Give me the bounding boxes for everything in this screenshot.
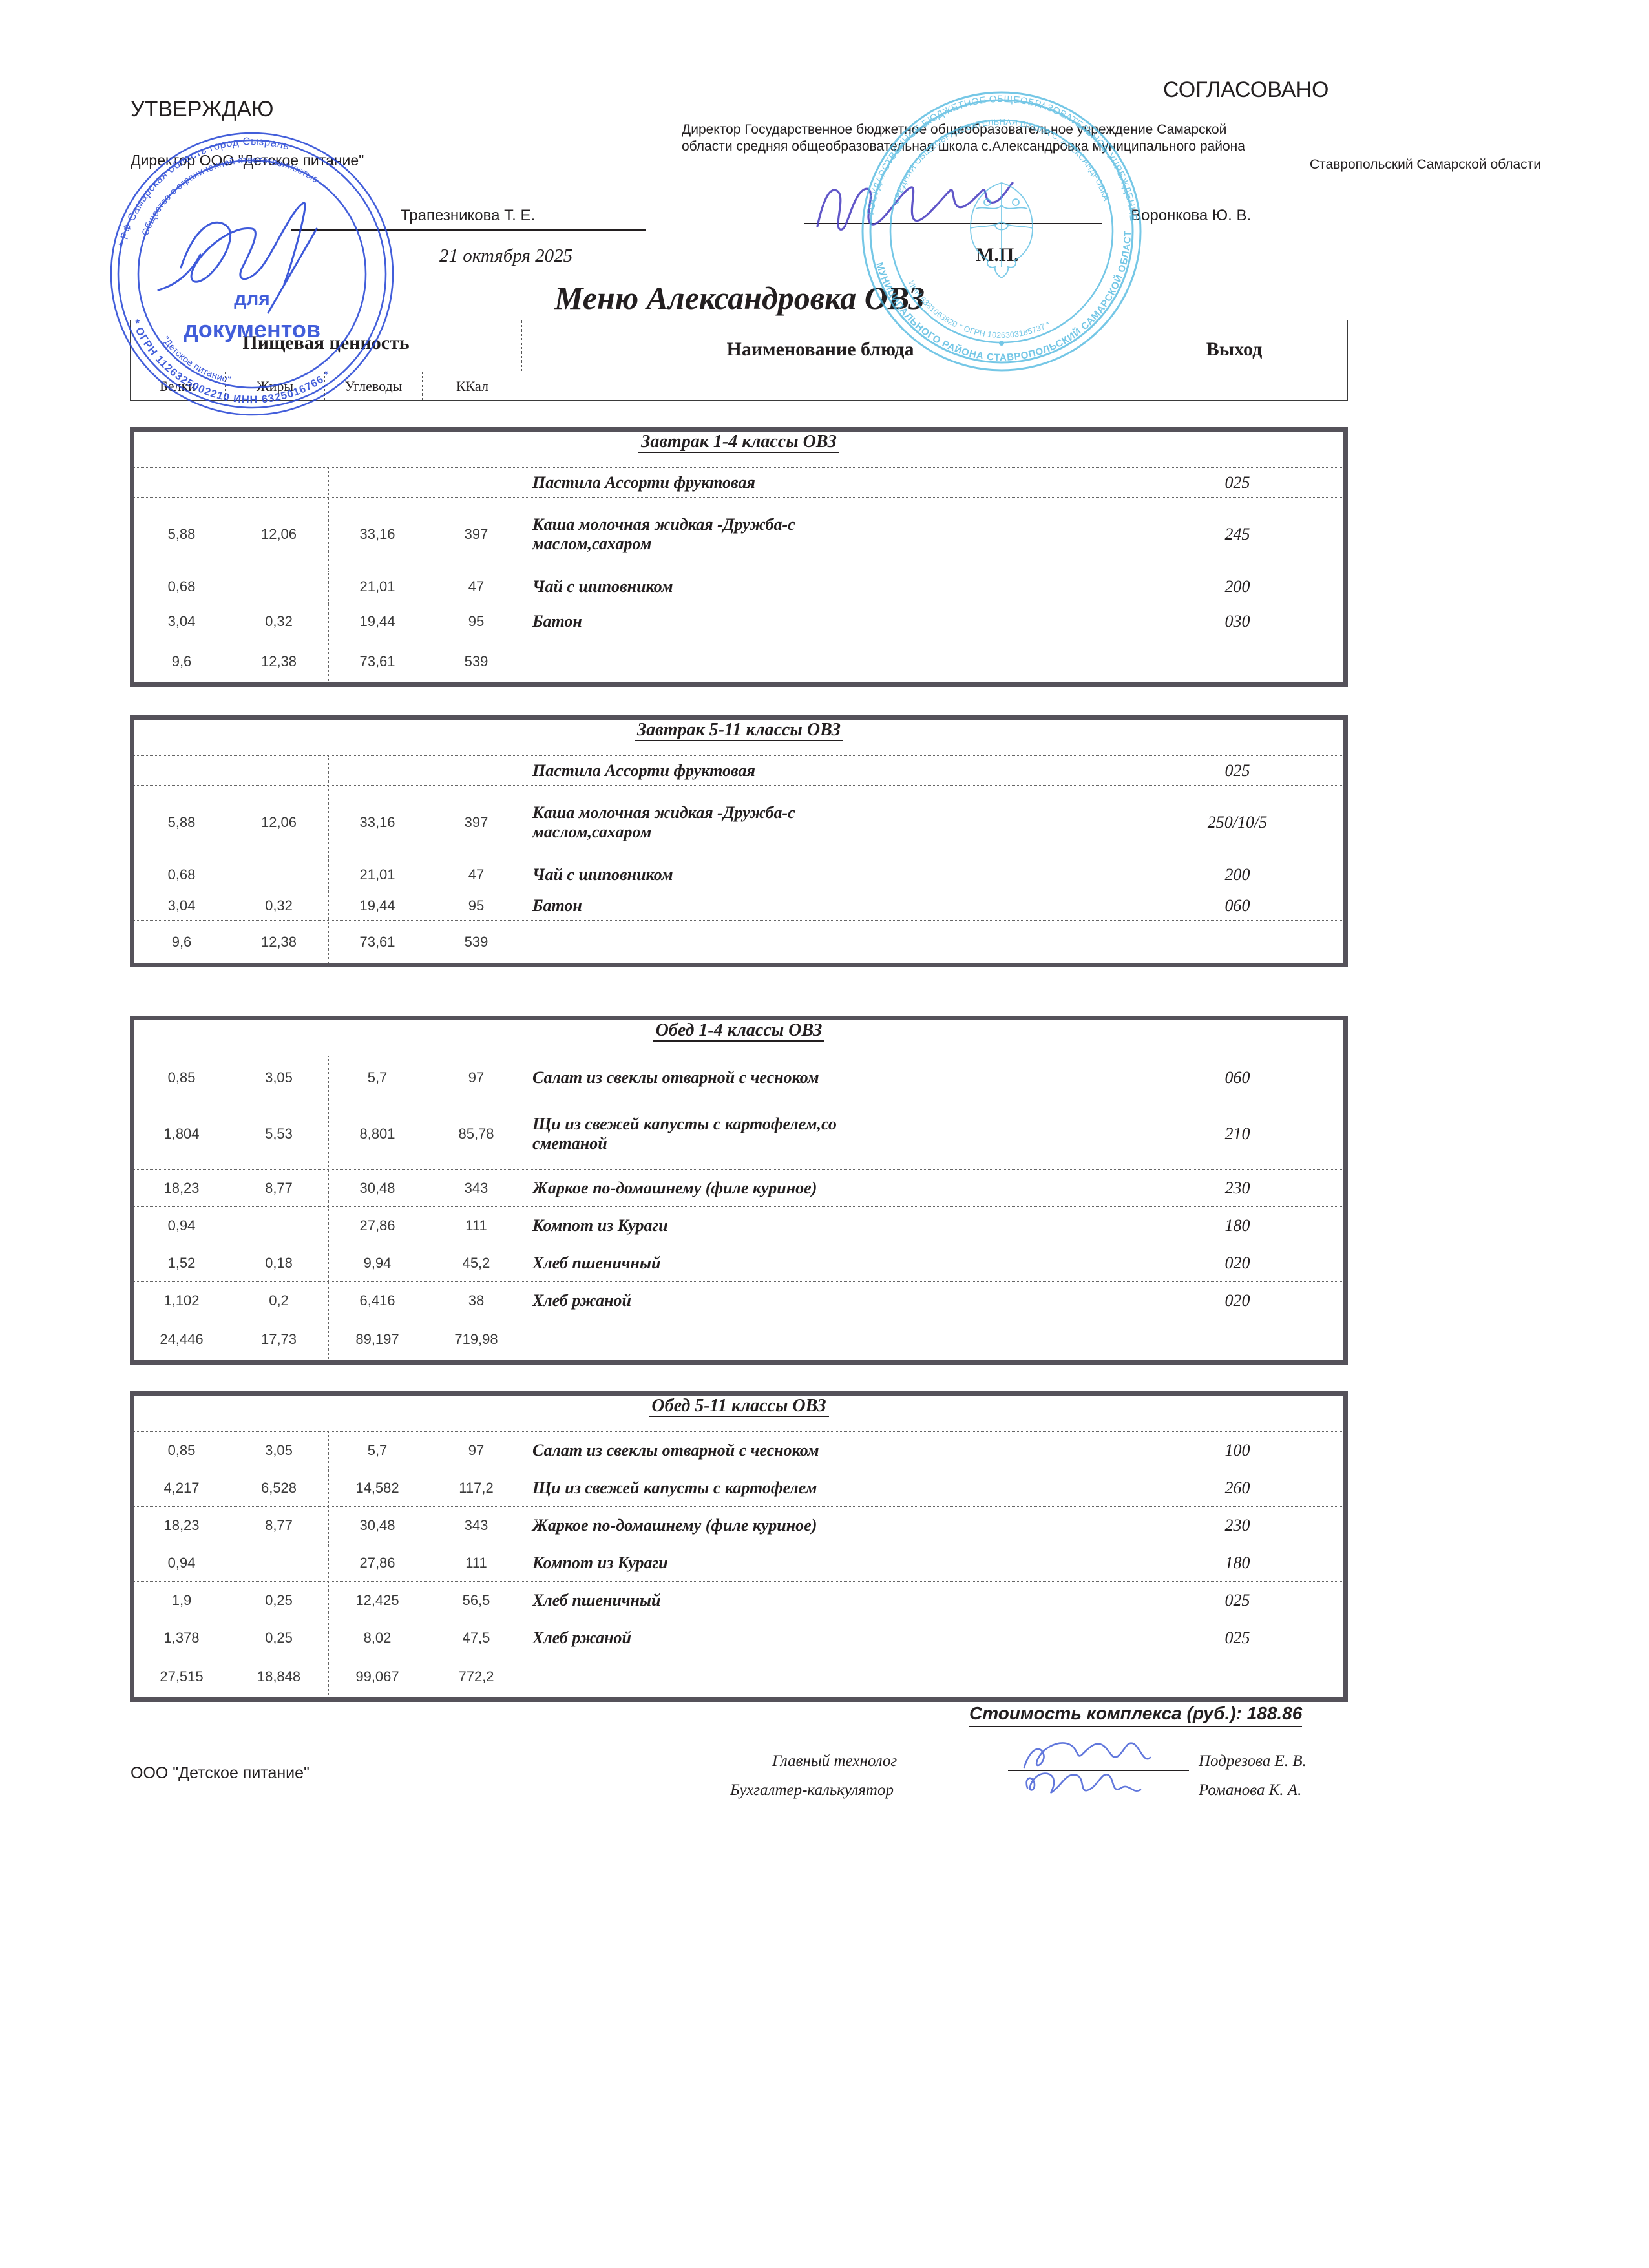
- svg-text:документов: документов: [184, 316, 320, 342]
- svg-text:для: для: [234, 288, 270, 310]
